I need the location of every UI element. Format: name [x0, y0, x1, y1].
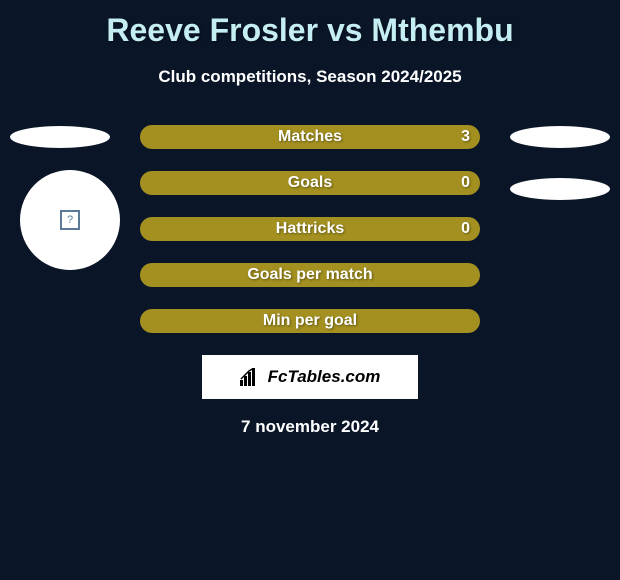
stat-label: Goals per match [247, 266, 372, 284]
stat-row-min-per-goal: Min per goal [140, 309, 480, 333]
stat-label: Hattricks [276, 220, 344, 238]
stat-value: 3 [461, 128, 470, 146]
source-badge: FcTables.com [202, 355, 418, 399]
stat-row-goals-per-match: Goals per match [140, 263, 480, 287]
comparison-table: Matches 3 Goals 0 Hattricks 0 Goals per … [0, 125, 620, 437]
source-badge-text: FcTables.com [268, 367, 381, 387]
stat-row-matches: Matches 3 [140, 125, 480, 149]
stat-value: 0 [461, 174, 470, 192]
page-subtitle: Club competitions, Season 2024/2025 [0, 67, 620, 87]
stat-row-goals: Goals 0 [140, 171, 480, 195]
stat-row-hattricks: Hattricks 0 [140, 217, 480, 241]
stat-label: Matches [278, 128, 342, 146]
bars-icon [240, 368, 262, 386]
page-title: Reeve Frosler vs Mthembu [0, 0, 620, 49]
stat-label: Min per goal [263, 312, 357, 330]
stat-value: 0 [461, 220, 470, 238]
footer-date: 7 november 2024 [0, 417, 620, 437]
stat-label: Goals [288, 174, 332, 192]
